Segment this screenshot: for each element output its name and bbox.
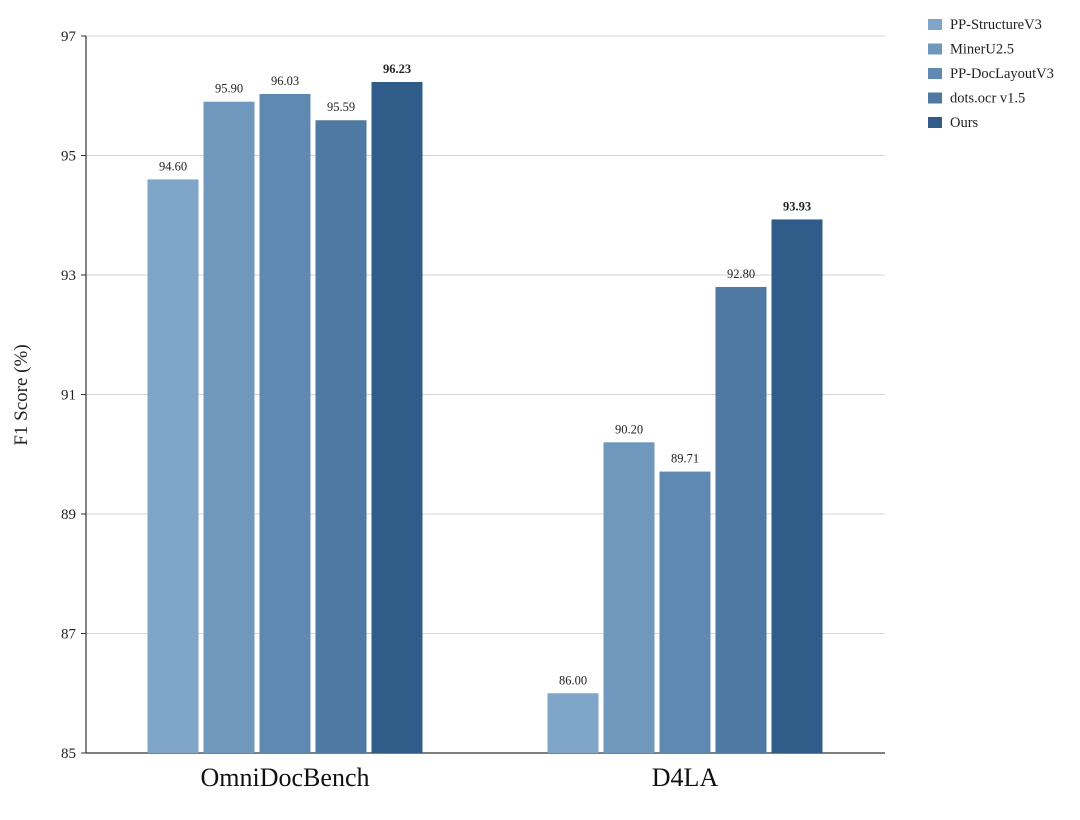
bar-value-label: 90.20 [615,422,643,436]
bar-value-label: 86.00 [559,673,587,687]
value-labels: 94.60 95.90 96.03 95.59 96.23 86.00 90.20 89.71… [159,62,811,687]
legend: PP-StructureV3 MinerU2.5 PP-DocLayoutV3 dot… [928,17,1054,131]
legend-swatch [928,43,942,55]
bar [371,82,423,753]
y-tick-label: 87 [61,627,77,643]
bar [771,219,823,753]
y-tick-label: 95 [61,149,76,165]
y-axis-title: F1 Score (%) [11,344,32,445]
bar [315,120,367,753]
y-tick-label: 93 [61,268,76,284]
bar [715,286,767,753]
bar [259,93,311,753]
legend-label: PP-DocLayoutV3 [950,66,1054,82]
bar [147,179,199,753]
legend-label: MinerU2.5 [950,42,1014,58]
bar [603,442,655,753]
legend-swatch [928,19,942,30]
bars [147,82,823,754]
y-tick-label: 97 [61,29,77,45]
y-axis-ticks: 85 87 89 91 93 95 97 [61,29,86,762]
y-tick-label: 89 [61,507,76,523]
bar-value-label: 96.23 [383,62,411,76]
bar-value-label: 95.59 [327,100,355,114]
y-tick-label: 91 [61,388,76,404]
legend-swatch [928,117,942,128]
bar-value-label: 93.93 [783,199,811,213]
legend-swatch [928,68,942,79]
legend-label: Ours [950,115,979,131]
y-tick-label: 85 [61,746,76,762]
category-labels: OmniDocBench D4LA [201,763,719,792]
bar [203,101,255,754]
bar-value-label: 94.60 [159,159,187,173]
bar [659,471,711,753]
bar-value-label: 95.90 [215,82,243,96]
category-label: D4LA [652,763,719,792]
legend-label: dots.ocr v1.5 [950,91,1025,107]
legend-label: PP-StructureV3 [950,17,1042,33]
bar-value-label: 89.71 [671,452,699,466]
legend-swatch [928,92,942,104]
bar [547,693,599,753]
bar-value-label: 96.03 [271,74,299,88]
category-label: OmniDocBench [201,763,370,792]
bar-value-label: 92.80 [727,267,755,281]
